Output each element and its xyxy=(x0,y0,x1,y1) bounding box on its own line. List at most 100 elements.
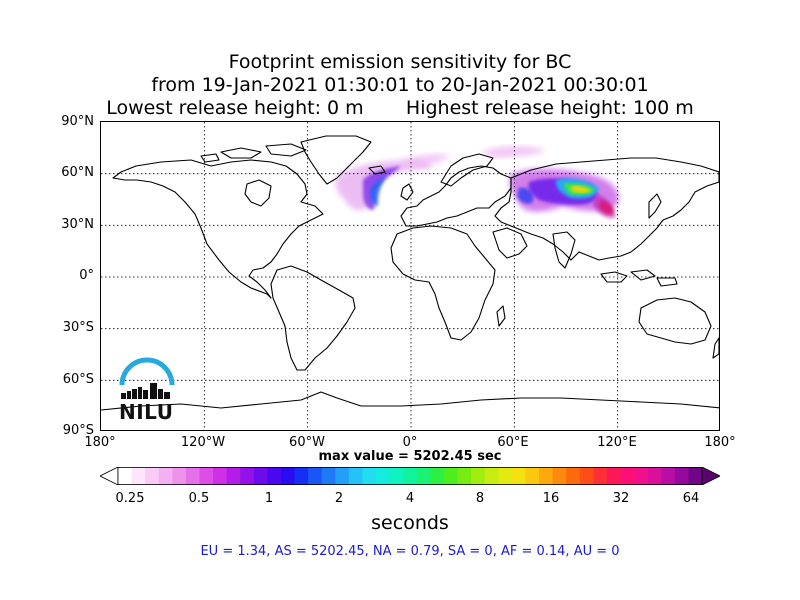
colorbar-swatch xyxy=(498,467,513,485)
lon-label-120e: 120°E xyxy=(597,435,637,450)
lon-label-60w: 60°W xyxy=(289,435,325,450)
coast-japan xyxy=(648,193,662,219)
colorbar-unit-label: seconds xyxy=(371,512,449,534)
colorbar-swatch xyxy=(267,467,282,485)
colorbar-swatch xyxy=(308,467,323,485)
colorbar-frame xyxy=(117,467,703,485)
colorbar-swatch xyxy=(457,467,472,485)
coast-greenland xyxy=(300,135,372,185)
max-value-label: max value = 5202.45 sec xyxy=(318,449,502,464)
lat-label-60s: 60°S xyxy=(62,372,94,387)
coast-new-zealand xyxy=(712,337,719,359)
colorbar-tick-16: 16 xyxy=(542,491,560,506)
colorbar-under-triangle xyxy=(100,467,119,485)
lon-label-120w: 120°W xyxy=(180,435,226,450)
colorbar-tick-4: 4 xyxy=(405,491,415,506)
colorbar-swatch xyxy=(226,467,241,485)
colorbar-swatch xyxy=(362,467,377,485)
plume-north-china-magenta xyxy=(593,194,616,219)
colorbar-swatch xyxy=(443,467,459,485)
lon-label-180w: 180° xyxy=(84,435,116,450)
colorbar-tick-8: 8 xyxy=(475,491,485,506)
lon-label-0: 0° xyxy=(402,435,418,450)
coast-scandinavia xyxy=(440,153,494,187)
colorbar-swatch xyxy=(688,467,703,485)
colorbar-swatch xyxy=(552,467,567,485)
map-title-line-2: from 19-Jan-2021 01:30:01 to 20-Jan-2021… xyxy=(151,74,649,96)
plume-north-atlantic xyxy=(401,153,451,168)
colorbar-swatch xyxy=(199,467,214,485)
colorbar-swatch xyxy=(118,467,133,485)
colorbar-swatch xyxy=(661,467,676,485)
colorbar-swatch xyxy=(430,467,445,485)
lat-label-60n: 60°N xyxy=(61,165,94,180)
colorbar-swatch xyxy=(158,467,173,485)
coastlines xyxy=(101,135,719,411)
colorbar-swatch xyxy=(403,467,418,485)
lon-label-60e: 60°E xyxy=(497,435,529,450)
colorbar-swatch xyxy=(566,467,581,485)
colorbar-swatch xyxy=(335,467,350,485)
coast-arabia xyxy=(492,227,528,259)
nilu-arc-icon xyxy=(119,357,175,386)
plume-kazakhstan-blue xyxy=(517,187,534,204)
colorbar-swatch xyxy=(213,467,228,485)
map-title-line-3: Lowest release height: 0 m Highest relea… xyxy=(106,97,694,119)
colorbar-tick-0-5: 0.5 xyxy=(188,491,210,506)
colorbar-swatch xyxy=(280,467,296,485)
colorbar-tick-0-25: 0.25 xyxy=(115,491,145,506)
colorbar-swatch xyxy=(185,467,200,485)
map-title-line-1: Footprint emission sensitivity for BC xyxy=(228,51,572,73)
lat-label-30n: 30°N xyxy=(61,217,94,232)
coast-north-america xyxy=(112,159,324,299)
colorbar-tick-2: 2 xyxy=(334,491,344,506)
coast-madagascar xyxy=(496,305,506,327)
lat-label-equator: 0° xyxy=(79,268,94,283)
colorbar-swatch xyxy=(240,467,255,485)
colorbar-swatch xyxy=(674,467,689,485)
colorbar-tick-32: 32 xyxy=(612,491,630,506)
plume-mongolia-yellow xyxy=(571,185,591,193)
colorbar xyxy=(100,467,720,485)
colorbar-swatch xyxy=(376,467,391,485)
coast-antarctica xyxy=(101,391,719,411)
colorbar-swatch xyxy=(484,467,499,485)
world-map xyxy=(100,121,720,431)
coast-canadian-arctic xyxy=(200,143,307,163)
coast-uk xyxy=(400,183,414,201)
coast-australia xyxy=(638,297,712,345)
colorbar-over-triangle xyxy=(701,467,720,485)
lat-label-90n: 90°N xyxy=(61,114,94,129)
colorbar-swatch xyxy=(321,467,336,485)
coast-south-america xyxy=(270,265,356,371)
plume-north-america xyxy=(335,159,432,211)
coast-hudson-bay xyxy=(244,179,272,207)
colorbar-swatch xyxy=(416,467,431,485)
lat-label-30s: 30°S xyxy=(62,320,94,335)
colorbar-swatch xyxy=(579,467,594,485)
lat-label-90s: 90°S xyxy=(62,423,94,438)
coast-africa xyxy=(390,225,496,341)
colorbar-swatch xyxy=(253,467,268,485)
colorbar-swatch xyxy=(348,467,363,485)
coast-india xyxy=(552,231,576,269)
colorbar-swatch xyxy=(131,467,146,485)
colorbar-swatch xyxy=(606,467,622,485)
colorbar-swatch xyxy=(172,467,187,485)
nilu-logo xyxy=(119,357,175,399)
graticule xyxy=(101,122,719,430)
plume-north-america-center xyxy=(370,176,387,206)
colorbar-swatch xyxy=(539,467,554,485)
lon-label-180e: 180° xyxy=(704,435,736,450)
colorbar-swatch xyxy=(145,467,160,485)
colorbar-swatch xyxy=(634,467,649,485)
plume-arctic-russia xyxy=(481,145,546,158)
colorbar-swatch xyxy=(620,467,635,485)
coast-iceland xyxy=(368,165,386,175)
colorbar-swatch xyxy=(389,467,404,485)
coast-europe xyxy=(400,165,512,227)
nilu-skyline-icon xyxy=(121,383,170,399)
colorbar-swatch xyxy=(471,467,486,485)
colorbar-swatch xyxy=(525,467,540,485)
region-summary: EU = 1.34, AS = 5202.45, NA = 0.79, SA =… xyxy=(200,544,620,559)
